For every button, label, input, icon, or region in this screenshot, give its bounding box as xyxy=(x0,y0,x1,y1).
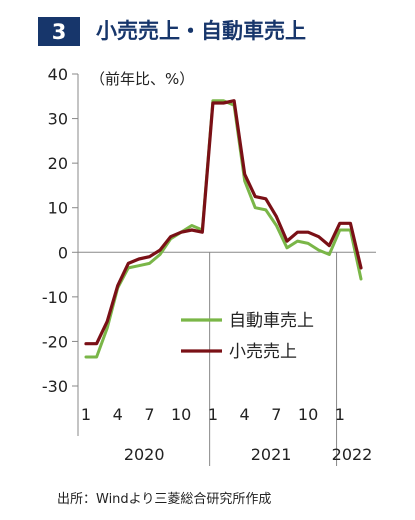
x-tick-label: 1 xyxy=(335,405,345,424)
x-tick-label: 4 xyxy=(240,405,250,424)
series-lines xyxy=(84,99,363,359)
series-line xyxy=(84,99,363,346)
x-tick-label: 4 xyxy=(113,405,123,424)
y-tick-label: 20 xyxy=(48,154,68,173)
y-tick-label: 30 xyxy=(48,110,68,129)
figure-number-badge: 3 xyxy=(38,17,80,46)
series-line xyxy=(84,99,363,359)
x-tick-label: 10 xyxy=(298,405,318,424)
unit-label: （前年比、%） xyxy=(90,70,194,88)
x-tick-label: 7 xyxy=(144,405,154,424)
legend-label: 小売売上 xyxy=(229,342,297,362)
y-tick-label: -10 xyxy=(42,288,68,307)
legend-label: 自動車売上 xyxy=(229,311,314,331)
x-tick-label: 7 xyxy=(271,405,281,424)
year-label: 2020 xyxy=(124,445,165,464)
y-tick-label: 0 xyxy=(58,243,68,262)
chart-title: 小売売上・自動車売上 xyxy=(96,19,306,43)
year-label: 2021 xyxy=(251,445,292,464)
y-tick-label: 40 xyxy=(48,65,68,84)
x-tick-label: 1 xyxy=(208,405,218,424)
y-tick-label: -20 xyxy=(42,332,68,351)
axis-labels: 40 30 20 10 0 -10 -20 -30 （前年比、%） 1 4 7 10 1 4 7 10 1 2020… xyxy=(42,65,373,464)
y-tick-label: -30 xyxy=(42,377,68,396)
y-tick-label: 10 xyxy=(48,199,68,218)
x-tick-label: 1 xyxy=(81,405,91,424)
source-note: 出所：Windより三菱総合研究所作成 xyxy=(57,492,272,507)
x-tick-label: 10 xyxy=(171,405,191,424)
year-label: 2022 xyxy=(332,445,373,464)
